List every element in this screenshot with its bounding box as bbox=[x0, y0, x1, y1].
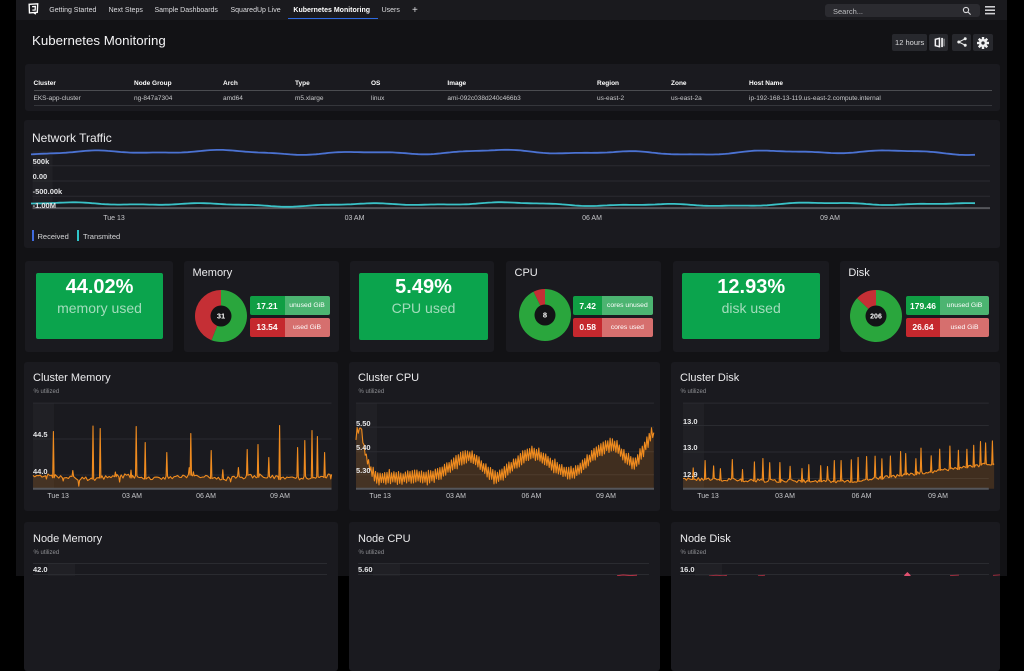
svg-text:206: 206 bbox=[870, 313, 882, 320]
svg-text:31: 31 bbox=[217, 311, 225, 320]
svg-text:8: 8 bbox=[543, 311, 547, 320]
